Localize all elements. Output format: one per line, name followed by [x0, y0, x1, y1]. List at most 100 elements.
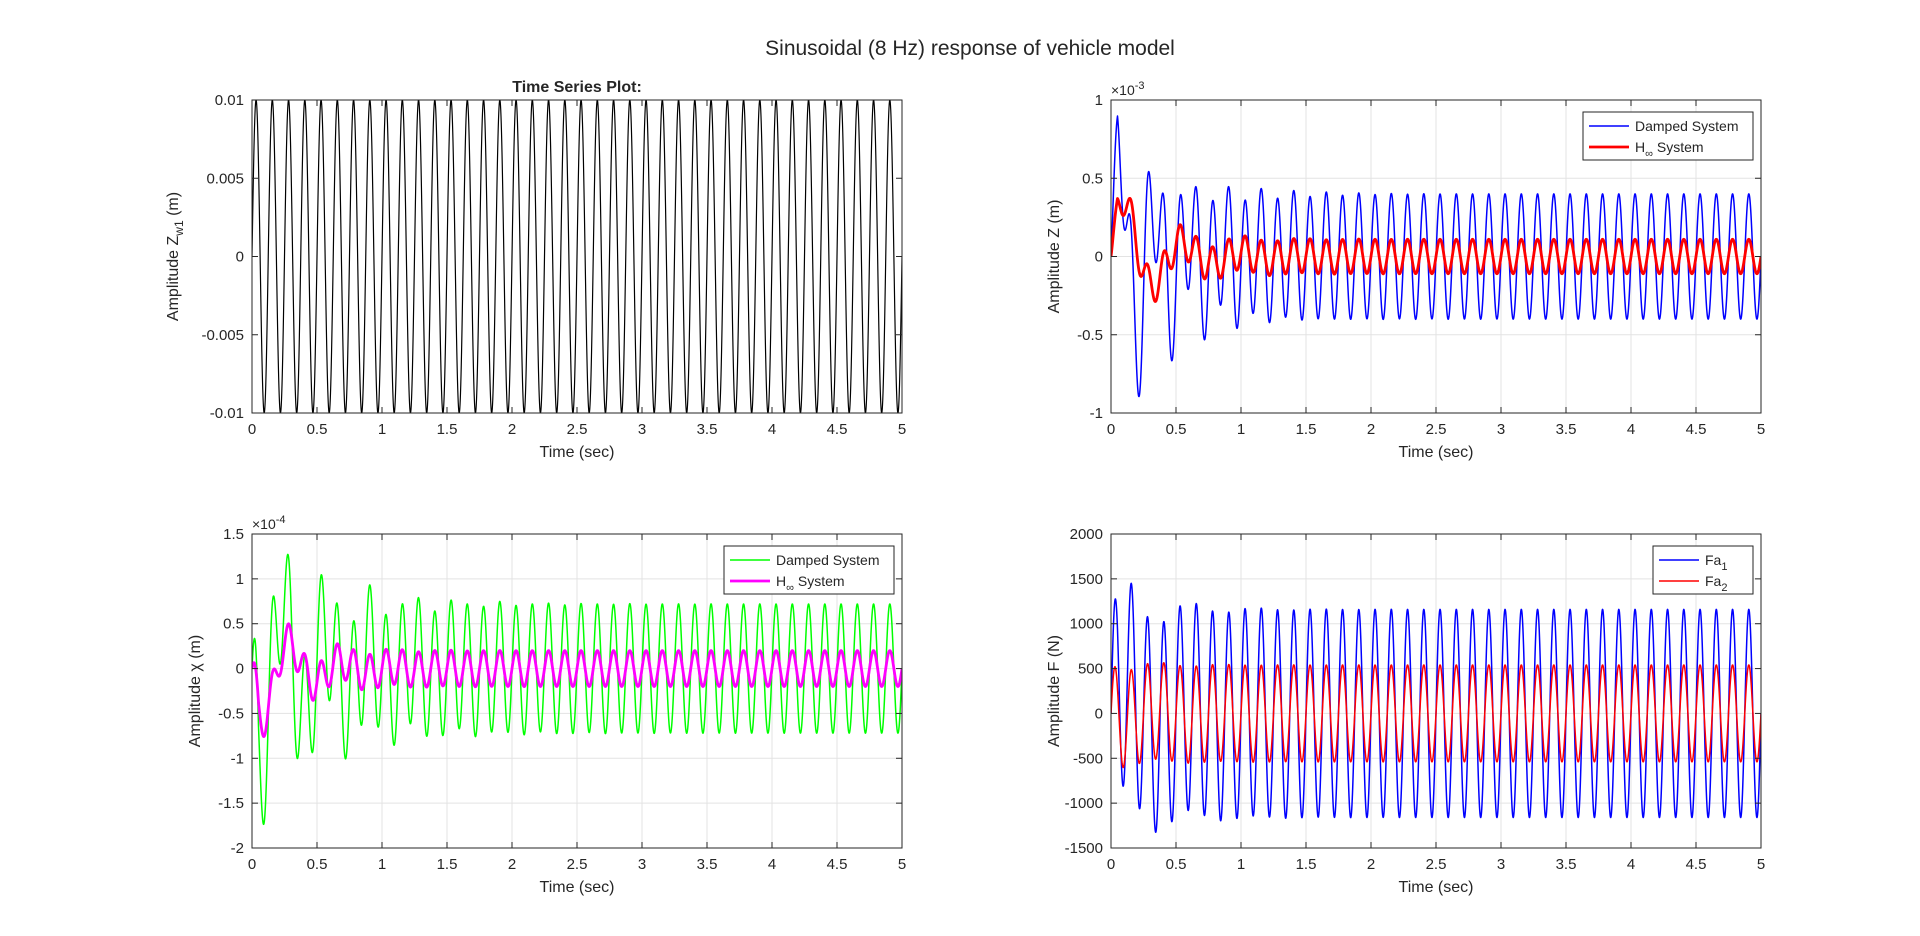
x-tick-label: 4 [768, 421, 776, 438]
x-tick-label: 4 [1627, 856, 1635, 873]
y-axis-label-main: Amplitude Z (m) [1046, 200, 1063, 314]
y-tick-label: 0.5 [223, 616, 244, 633]
y-axis-label-sub: w1 [172, 220, 186, 237]
x-tick-label: 2.5 [567, 421, 588, 438]
x-axis-label: Time (sec) [540, 444, 615, 461]
x-tick-label: 0 [1107, 856, 1115, 873]
subplot-chi: 0 0.5 1 1.5 2 2.5 3 3.5 4 4.5 5 -2 -1.5 -1 -0.5 0 0.5 1 1.… [187, 514, 906, 896]
subplot-title: Time Series Plot: [512, 79, 642, 96]
x-tick-label: 0.5 [1166, 856, 1187, 873]
axis-exponent-label: ×10-3 [1111, 80, 1145, 98]
y-axis-label: Amplitude F (N) [1046, 635, 1063, 747]
legend-box [723, 545, 895, 595]
y-axis-label-main: Amplitude Z [165, 235, 182, 321]
legend-label-main: Fa [1705, 573, 1722, 589]
x-tick-label: 5 [1757, 421, 1765, 438]
y-tick-label: -1000 [1065, 795, 1103, 812]
legend-label-0: Damped System [1635, 118, 1738, 134]
x-tick-label: 2 [508, 421, 516, 438]
x-tick-label: 3 [638, 421, 646, 438]
legend-label-main: Fa [1705, 552, 1722, 568]
x-tick-label: 0.5 [307, 421, 328, 438]
legend-label-sub: 2 [1721, 582, 1727, 594]
x-tick-label: 2 [1367, 421, 1375, 438]
legend-label-sub: ∞ [786, 582, 794, 594]
y-tick-label: 1000 [1070, 616, 1103, 633]
x-tick-label: 1 [378, 421, 386, 438]
subplot-z: 0 0.5 1 1.5 2 2.5 3 3.5 4 4.5 5 -1 -0.5 0 0.5 1 ×10-3 Tim… [1046, 80, 1765, 461]
y-tick-label: 1 [1095, 92, 1103, 109]
y-tick-label: 0 [1095, 705, 1103, 722]
x-tick-label: 3 [1497, 421, 1505, 438]
y-axis-label-main: Amplitude F (N) [1046, 635, 1063, 747]
x-tick-label: 3.5 [697, 856, 718, 873]
legend-label-sub: ∞ [1645, 148, 1653, 160]
legend-label-suffix: System [1653, 139, 1704, 155]
legend: Damped System H∞ System [723, 545, 895, 595]
y-tick-label: -1.5 [218, 795, 244, 812]
x-tick-label: 4 [1627, 421, 1635, 438]
y-axis-label-suffix: (m) [165, 192, 182, 220]
legend-label-main: H [776, 573, 786, 589]
x-tick-label: 0 [248, 421, 256, 438]
axis-exponent-base: ×10 [1111, 82, 1135, 98]
axis-exponent-base: ×10 [252, 516, 276, 532]
axis-exponent-power: -4 [276, 514, 286, 526]
y-tick-label: 0 [236, 249, 244, 266]
figure-title: Sinusoidal (8 Hz) response of vehicle mo… [765, 37, 1175, 60]
subplot-grid: 0 0.5 1 1.5 2 2.5 3 3.5 4 4.5 5 -0.01 -0.005 0 0.005 0.… [165, 79, 1765, 896]
legend-label-suffix: System [794, 573, 845, 589]
x-axis-label: Time (sec) [1399, 879, 1474, 896]
x-tick-label: 1 [1237, 421, 1245, 438]
x-tick-label: 1.5 [437, 856, 458, 873]
x-tick-label: 1.5 [1296, 421, 1317, 438]
x-tick-label: 2.5 [1426, 856, 1447, 873]
x-tick-label: 2 [1367, 856, 1375, 873]
legend-label-0: Damped System [776, 552, 879, 568]
x-tick-label: 1.5 [437, 421, 458, 438]
y-tick-label: -0.5 [218, 705, 244, 722]
legend-label-1: H∞ System [1635, 139, 1704, 160]
legend-box [1582, 111, 1754, 161]
y-axis-label: Amplitude χ (m) [187, 635, 204, 747]
y-tick-label: 2000 [1070, 526, 1103, 543]
y-tick-label: -500 [1073, 750, 1103, 767]
x-tick-label: 0.5 [307, 856, 328, 873]
x-tick-label: 1 [1237, 856, 1245, 873]
subplot-zw1: 0 0.5 1 1.5 2 2.5 3 3.5 4 4.5 5 -0.01 -0.005 0 0.005 0.… [165, 79, 906, 461]
y-axis-label: Amplitude Zw1 (m) [165, 192, 186, 321]
y-tick-label: 500 [1078, 661, 1103, 678]
y-tick-label: -0.005 [201, 327, 244, 344]
x-tick-label: 0 [248, 856, 256, 873]
x-tick-label: 3.5 [697, 421, 718, 438]
x-tick-label: 3.5 [1556, 421, 1577, 438]
axis-exponent-label: ×10-4 [252, 514, 286, 532]
y-tick-label: -1 [231, 750, 244, 767]
legend-label-1: Fa2 [1705, 573, 1727, 594]
x-tick-label: 5 [898, 421, 906, 438]
legend-label-main: H [1635, 139, 1645, 155]
y-tick-label: 0.5 [1082, 170, 1103, 187]
y-tick-label: -1 [1090, 405, 1103, 422]
x-tick-label: 0 [1107, 421, 1115, 438]
x-tick-label: 0.5 [1166, 421, 1187, 438]
x-tick-label: 2 [508, 856, 516, 873]
legend-label-sub: 1 [1721, 561, 1727, 573]
y-tick-label: -0.01 [210, 405, 244, 422]
x-tick-label: 2.5 [1426, 421, 1447, 438]
axis-exponent-power: -3 [1135, 80, 1145, 92]
x-tick-label: 5 [898, 856, 906, 873]
x-tick-label: 4.5 [1686, 856, 1707, 873]
series-line-1 [1111, 196, 1761, 303]
y-tick-label: 1.5 [223, 526, 244, 543]
series-line-1 [252, 622, 902, 738]
x-axis-label: Time (sec) [540, 879, 615, 896]
x-tick-label: 4.5 [827, 856, 848, 873]
x-tick-label: 5 [1757, 856, 1765, 873]
legend-label-1: H∞ System [776, 573, 845, 594]
y-tick-label: -0.5 [1077, 327, 1103, 344]
legend-box [1652, 545, 1754, 595]
y-axis-label: Amplitude Z (m) [1046, 200, 1063, 314]
series-line-0 [252, 100, 902, 413]
